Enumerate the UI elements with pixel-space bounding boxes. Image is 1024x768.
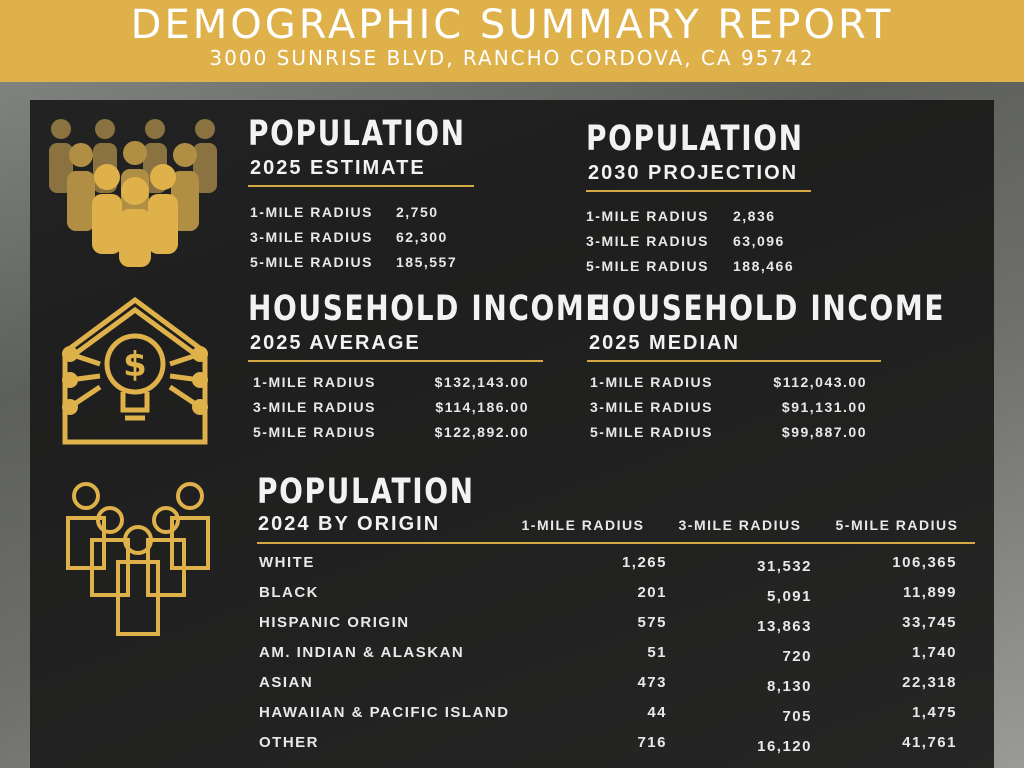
origin-value: 33,745 — [902, 614, 957, 631]
origin-value: 31,532 — [757, 558, 812, 575]
origin-label: AM. INDIAN & ALASKAN — [259, 644, 465, 661]
divider — [248, 360, 543, 362]
origin-label: ASIAN — [259, 674, 314, 691]
row-value: $91,131.00 — [781, 399, 867, 415]
row-label: 5-MILE RADIUS — [250, 254, 373, 270]
row-label: 3-MILE RADIUS — [250, 229, 373, 245]
origin-value: 720 — [782, 648, 812, 665]
origin-value: 705 — [782, 708, 812, 725]
origin-value: 1,740 — [911, 644, 957, 661]
divider — [248, 185, 474, 187]
origin-value: 11,899 — [902, 584, 957, 601]
origin-label: OTHER — [259, 734, 319, 751]
origin-label: BLACK — [259, 584, 319, 601]
divider — [586, 190, 811, 192]
income-icon: $ — [62, 296, 208, 445]
row-label: 1-MILE RADIUS — [253, 374, 376, 390]
section-subtitle: 2025 ESTIMATE — [250, 157, 426, 179]
row-value: $132,143.00 — [434, 374, 529, 390]
row-label: 5-MILE RADIUS — [253, 424, 376, 440]
origin-value: 106,365 — [892, 554, 957, 571]
section-subtitle: 2025 AVERAGE — [250, 332, 421, 354]
origin-icon — [66, 482, 210, 636]
row-label: 3-MILE RADIUS — [586, 233, 709, 249]
origin-value: 1,475 — [911, 704, 957, 721]
row-label: 1-MILE RADIUS — [586, 208, 709, 224]
origin-value: 8,130 — [766, 678, 812, 695]
column-header: 1-MILE RADIUS — [521, 517, 645, 533]
row-value: 188,466 — [733, 258, 795, 274]
origin-value: 51 — [647, 644, 667, 661]
section-subtitle: 2030 PROJECTION — [588, 162, 799, 184]
origin-value: 201 — [637, 584, 667, 601]
row-value: 63,096 — [733, 233, 785, 249]
origin-value: 716 — [637, 734, 667, 751]
section-title: HOUSEHOLD INCOME — [587, 289, 946, 329]
people-icon — [49, 119, 217, 267]
section-subtitle: 2025 MEDIAN — [589, 332, 740, 354]
origin-value: 22,318 — [902, 674, 957, 691]
column-header: 3-MILE RADIUS — [678, 517, 802, 533]
origin-value: 473 — [637, 674, 667, 691]
row-value: $99,887.00 — [781, 424, 867, 440]
row-value: $114,186.00 — [435, 399, 529, 415]
origin-value: 16,120 — [757, 738, 812, 755]
origin-value: 41,761 — [902, 734, 957, 751]
section-title: POPULATION — [248, 114, 466, 154]
origin-label: HAWAIIAN & PACIFIC ISLAND — [259, 704, 510, 721]
row-label: 3-MILE RADIUS — [253, 399, 376, 415]
row-value: $122,892.00 — [434, 424, 529, 440]
row-value: 2,750 — [396, 204, 439, 220]
column-header: 5-MILE RADIUS — [835, 517, 959, 533]
row-label: 3-MILE RADIUS — [590, 399, 713, 415]
row-value: $112,043.00 — [773, 374, 867, 390]
origin-value: 575 — [637, 614, 667, 631]
origin-value: 1,265 — [621, 554, 667, 571]
section-title: POPULATION — [586, 119, 804, 159]
row-value: 2,836 — [733, 208, 776, 224]
svg-text:$: $ — [123, 345, 147, 385]
origin-value: 5,091 — [766, 588, 812, 605]
origin-value: 44 — [647, 704, 667, 721]
address: 3000 SUNRISE BLVD, RANCHO CORDOVA, CA 95… — [209, 46, 815, 70]
row-label: 5-MILE RADIUS — [586, 258, 709, 274]
row-label: 5-MILE RADIUS — [590, 424, 713, 440]
divider — [587, 360, 881, 362]
header: DEMOGRAPHIC SUMMARY REPORT 3000 SUNRISE … — [0, 0, 1024, 82]
row-label: 1-MILE RADIUS — [250, 204, 373, 220]
row-value: 62,300 — [396, 229, 448, 245]
section-title: HOUSEHOLD INCOME — [248, 289, 607, 329]
section-subtitle: 2024 BY ORIGIN — [258, 513, 441, 535]
origin-label: HISPANIC ORIGIN — [259, 614, 410, 631]
row-label: 1-MILE RADIUS — [590, 374, 713, 390]
title: DEMOGRAPHIC SUMMARY REPORT — [130, 2, 894, 48]
row-value: 185,557 — [396, 254, 458, 270]
divider — [257, 542, 975, 544]
origin-label: WHITE — [259, 554, 315, 571]
origin-value: 13,863 — [757, 618, 812, 635]
section-title: POPULATION — [257, 472, 475, 512]
